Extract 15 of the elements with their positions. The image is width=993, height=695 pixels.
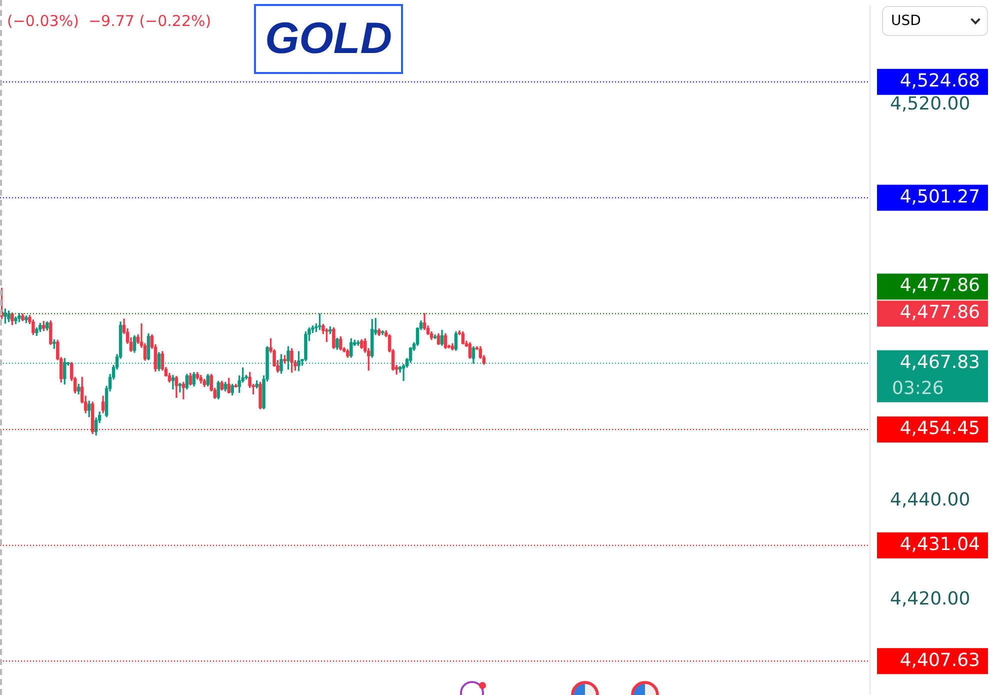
ref-line-label: 4,467.83 (900, 352, 980, 373)
ref-line-label: 4,477.86 (900, 302, 980, 324)
text: 03:26 (892, 378, 944, 399)
annotation: (−0.03%) −9.77 (−0.22%) (7, 12, 212, 30)
y-tick-label: 4,440.00 (890, 490, 970, 511)
ref-line-label: 4,477.86 (900, 275, 980, 296)
chart-title: GOLD (254, 4, 403, 74)
y-tick-label: 4,520.00 (890, 94, 970, 115)
ref-line-label: 4,524.68 (900, 70, 980, 92)
y-tick-label: 4,420.00 (890, 588, 970, 610)
ref-line-label: 4,454.45 (900, 418, 980, 440)
ref-line-label: 4,501.27 (900, 186, 980, 208)
ref-line-label: 4,431.04 (900, 534, 980, 555)
text: USD (891, 13, 921, 29)
ref-line-label: 4,407.63 (900, 650, 980, 671)
